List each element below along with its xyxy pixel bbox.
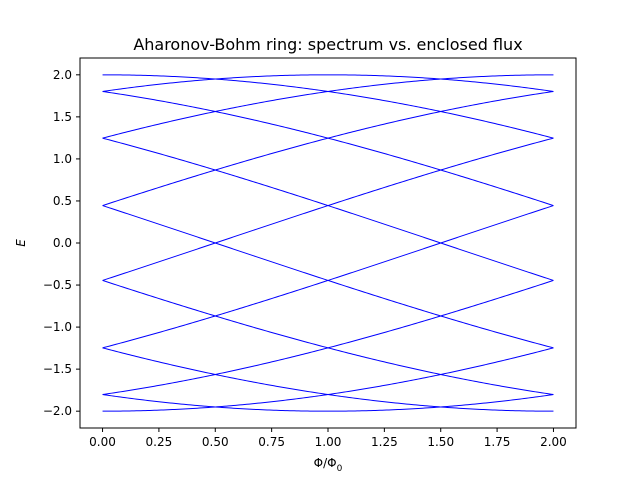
x-tick-label: 1.25 <box>371 435 398 449</box>
series-line-m8 <box>102 279 554 396</box>
series-line-m13 <box>102 74 554 92</box>
series-line-m12 <box>102 74 554 139</box>
x-tick-label: 1.00 <box>315 435 342 449</box>
x-axis: 0.00 0.25 0.50 0.75 1.00 1.25 1.50 1.75 2.00 <box>89 428 567 449</box>
plot-area <box>79 57 577 429</box>
y-tick-label: 0.5 <box>53 194 72 208</box>
y-tick-label: 1.5 <box>53 110 72 124</box>
x-tick-label: 0.00 <box>89 435 116 449</box>
y-axis: −2.0 −1.5 −1.0 −0.5 0.0 0.5 1.0 1.5 2.0 <box>43 68 80 418</box>
series-layer <box>102 74 554 412</box>
y-tick-label: −1.5 <box>43 362 72 376</box>
series-line-m6 <box>102 394 554 412</box>
chart-title: Aharonov-Bohm ring: spectrum vs. enclose… <box>133 35 522 54</box>
x-tick-label: 0.75 <box>258 435 285 449</box>
y-tick-label: −0.5 <box>43 278 72 292</box>
x-tick-label: 2.00 <box>540 435 567 449</box>
x-axis-label-main: Φ/Φ <box>314 456 337 470</box>
x-tick-label: 0.50 <box>202 435 229 449</box>
y-tick-label: 0.0 <box>53 236 72 250</box>
x-tick-label: 1.75 <box>484 435 511 449</box>
series-line-m7 <box>102 347 554 412</box>
x-tick-label: 1.50 <box>427 435 454 449</box>
y-tick-label: −1.0 <box>43 320 72 334</box>
y-tick-label: 1.0 <box>53 152 72 166</box>
series-line-m11 <box>102 90 554 207</box>
x-axis-label: Φ/Φ0 <box>314 456 343 474</box>
y-axis-label: E <box>14 239 28 247</box>
y-tick-label: −2.0 <box>43 404 72 418</box>
x-tick-label: 0.25 <box>146 435 173 449</box>
series-line-m10 <box>102 137 554 281</box>
series-line-m9 <box>102 205 554 349</box>
y-tick-label: 2.0 <box>53 68 72 82</box>
x-axis-label-subscript: 0 <box>337 464 343 474</box>
